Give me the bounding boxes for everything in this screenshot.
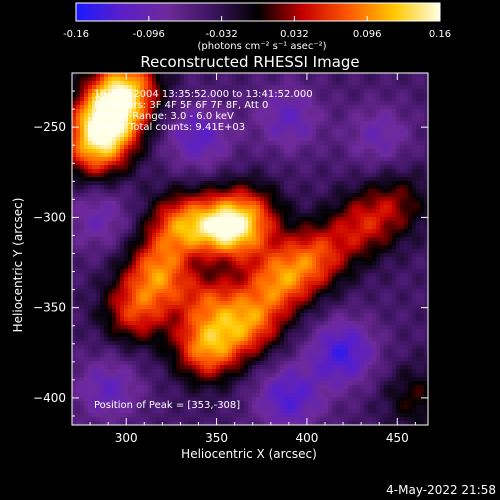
x-tick-label: 400 bbox=[295, 431, 318, 445]
colorbar-strip bbox=[75, 2, 441, 22]
colorbar-tick-label: 0.032 bbox=[280, 29, 309, 40]
annotation-clean-counts: Clean: Total counts: 9.41E+03 bbox=[94, 122, 245, 133]
x-tick-label: 300 bbox=[115, 431, 138, 445]
y-tick-label: −350 bbox=[33, 301, 66, 315]
y-axis-ticks: −250 −300 −350 −400 bbox=[33, 90, 428, 417]
colorbar-tick-label: -0.032 bbox=[205, 29, 237, 40]
y-tick-label: −400 bbox=[33, 391, 66, 405]
colorbar-tick-label: -0.16 bbox=[63, 29, 89, 40]
annotation-energy-range: Energy Range: 3.0 - 6.0 keV bbox=[94, 111, 234, 122]
x-tick-label: 450 bbox=[386, 431, 409, 445]
y-tick-label: −250 bbox=[33, 120, 66, 134]
colorbar-tick-label: -0.096 bbox=[133, 29, 165, 40]
y-axis-label: Heliocentric Y (arcsec) bbox=[11, 198, 25, 333]
x-axis-ticks: 300 350 400 450 bbox=[89, 73, 416, 445]
heatmap-image bbox=[72, 73, 428, 425]
colorbar-tick-label: 0.096 bbox=[353, 29, 382, 40]
heatmap-container bbox=[72, 73, 428, 425]
peak-position-label: Position of Peak = [353,-308] bbox=[94, 400, 240, 411]
annotation-detectors: Detectors: 3F 4F 5F 6F 7F 8F, Att 0 bbox=[94, 100, 268, 111]
x-tick-label: 350 bbox=[205, 431, 228, 445]
plot-area: 300 350 400 450 −250 −300 −350 −400 bbox=[33, 72, 429, 445]
annotation-block: 16-Aug-2004 13:35:52.000 to 13:41:52.000… bbox=[94, 89, 313, 133]
y-tick-label: −300 bbox=[33, 210, 66, 224]
annotation-time-range: 16-Aug-2004 13:35:52.000 to 13:41:52.000 bbox=[94, 89, 313, 100]
colorbar-label: (photons cm⁻² s⁻¹ asec⁻²) bbox=[197, 41, 326, 52]
footer-date: 4-May-2022 21:58 bbox=[386, 483, 496, 497]
colorbar-ticks: -0.16 -0.096 -0.032 0.032 0.096 0.16 bbox=[63, 16, 451, 40]
colorbar-tick-label: 0.16 bbox=[429, 29, 451, 40]
chart-title: Reconstructed RHESSI Image bbox=[140, 53, 359, 71]
plot-frame bbox=[71, 72, 429, 426]
x-axis-label: Heliocentric X (arcsec) bbox=[181, 447, 317, 461]
colorbar: -0.16 -0.096 -0.032 0.032 0.096 0.16 (photons… bbox=[63, 2, 451, 52]
